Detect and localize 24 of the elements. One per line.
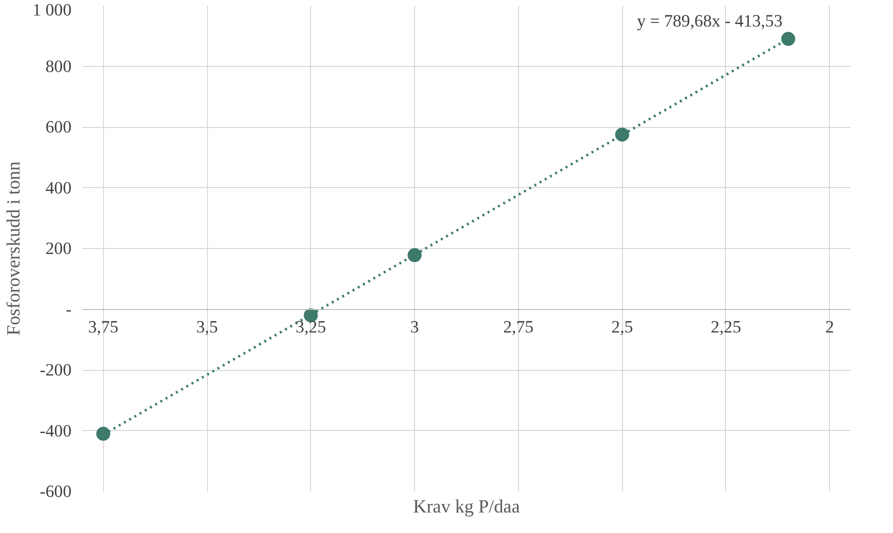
y-tick-label: 800: [46, 56, 72, 76]
y-tick-label: 1 000: [32, 0, 72, 20]
x-tick-label: 2,75: [503, 317, 534, 336]
x-tick-label: 3,25: [296, 317, 326, 336]
y-tick-label: -200: [40, 360, 72, 380]
y-tick-label: 600: [46, 118, 72, 136]
y-tick-label: -: [66, 300, 72, 319]
x-tick-label: 2: [825, 317, 834, 336]
x-tick-label: 2,5: [611, 317, 634, 336]
x-tick-label: 3: [410, 317, 419, 336]
point: [408, 248, 422, 262]
x-tick-label: 3,5: [196, 317, 218, 336]
x-tick-label: 2,25: [710, 317, 742, 336]
y-tick-label: 200: [46, 239, 72, 258]
y-axis-title: Fosforoverskudd i tonn: [4, 160, 25, 336]
annotation: y = 789,68x - 413,53: [636, 12, 783, 30]
point: [781, 32, 796, 46]
y-tick-label: 400: [46, 178, 72, 198]
y-tick-label: -600: [40, 482, 72, 501]
point: [615, 128, 630, 142]
point: [96, 426, 110, 441]
x-axis-title: Krav kg P/daa: [413, 496, 521, 518]
x-tick-label: 3,75: [88, 317, 118, 336]
y-tick-label: -400: [40, 421, 72, 440]
